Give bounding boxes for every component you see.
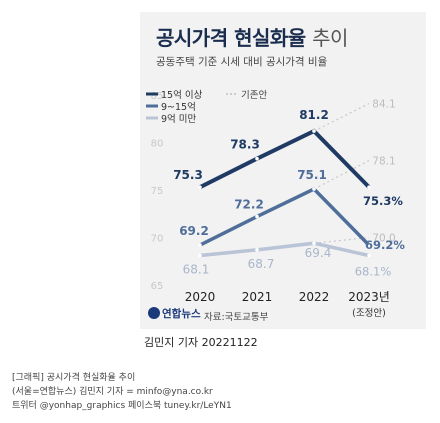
y-tick-label: 85 bbox=[151, 91, 164, 102]
series-point bbox=[255, 214, 259, 219]
chart-title: 공시가격 현실화율 추이 bbox=[156, 22, 348, 51]
series-point bbox=[367, 243, 371, 247]
data-label: 69.2 bbox=[179, 224, 209, 238]
source-credit: 자료:국토교통부 bbox=[204, 312, 269, 323]
chart-title-light: 추이 bbox=[312, 26, 348, 50]
baseline-dashed-line bbox=[313, 160, 370, 190]
chart-title-main: 공시가격 현실화율 bbox=[156, 26, 306, 50]
yonhap-logo: 연합뉴스 bbox=[148, 306, 201, 321]
data-label: 69.4 bbox=[305, 246, 332, 260]
footer-line-1: [그래픽] 공시가격 현실화율 추이 bbox=[12, 373, 136, 383]
data-label: 81.2 bbox=[299, 108, 329, 122]
series-point bbox=[312, 241, 316, 245]
series-point bbox=[255, 248, 259, 252]
data-label: 75.3 bbox=[173, 168, 203, 182]
legend-label: 9~15억 bbox=[161, 101, 196, 113]
series-point bbox=[367, 253, 371, 258]
chart-subtitle: 공동주택 기준 시세 대비 공시가격 비율 bbox=[156, 56, 328, 68]
y-tick-label: 75 bbox=[151, 186, 164, 197]
chart-panel bbox=[140, 12, 426, 329]
footer-line-2: (서울=연합뉴스) 김민지 기자 = minfo@yna.co.kr bbox=[12, 387, 213, 397]
x-tick-label: 2020 bbox=[185, 290, 216, 304]
data-label: 68.1% bbox=[355, 265, 392, 279]
data-label: 75.1 bbox=[297, 168, 327, 182]
x-tick-note: (조정안) bbox=[352, 308, 386, 319]
legend-label-baseline: 기존안 bbox=[241, 90, 267, 101]
y-tick-label: 70 bbox=[151, 234, 164, 245]
baseline-value-label: 70.0 bbox=[372, 233, 395, 245]
series-point bbox=[312, 129, 316, 133]
series-point bbox=[198, 243, 202, 247]
data-label: 72.2 bbox=[234, 198, 264, 212]
series-point bbox=[198, 253, 202, 258]
yonhap-logo-text: 연합뉴스 bbox=[162, 308, 201, 320]
series-line bbox=[199, 241, 370, 258]
x-tick-label: 2021 bbox=[242, 290, 273, 304]
data-label: 75.3% bbox=[363, 194, 403, 208]
y-tick-label: 80 bbox=[151, 139, 164, 150]
series-point bbox=[255, 156, 259, 161]
legend-label: 9억 미만 bbox=[161, 113, 197, 125]
reporter-line: 김민지 기자 20221122 bbox=[144, 336, 258, 349]
baseline-dashed-line bbox=[313, 103, 370, 132]
yonhap-logo-icon bbox=[148, 307, 160, 319]
baseline-value-label: 78.1 bbox=[372, 156, 395, 168]
data-label: 69.2% bbox=[365, 238, 405, 252]
series-point bbox=[367, 185, 371, 189]
x-tick-label: 2022 bbox=[299, 290, 330, 304]
x-tick-label: 2023년 bbox=[348, 290, 390, 304]
data-label: 78.3 bbox=[230, 138, 260, 152]
baseline-value-label: 84.1 bbox=[372, 99, 395, 111]
data-label: 68.7 bbox=[248, 257, 275, 271]
footer-line-3: 트위터 @yonhap_graphics 페이스북 tuney.kr/LeYN1 bbox=[12, 401, 232, 411]
baseline-dashed-line bbox=[313, 236, 370, 244]
series-line bbox=[199, 186, 371, 247]
series-point bbox=[312, 187, 316, 191]
data-label: 68.1 bbox=[183, 263, 210, 277]
series-line bbox=[199, 128, 371, 189]
legend-label: 15억 이상 bbox=[161, 89, 203, 101]
series-point bbox=[198, 185, 202, 189]
y-tick-label: 65 bbox=[151, 281, 164, 292]
